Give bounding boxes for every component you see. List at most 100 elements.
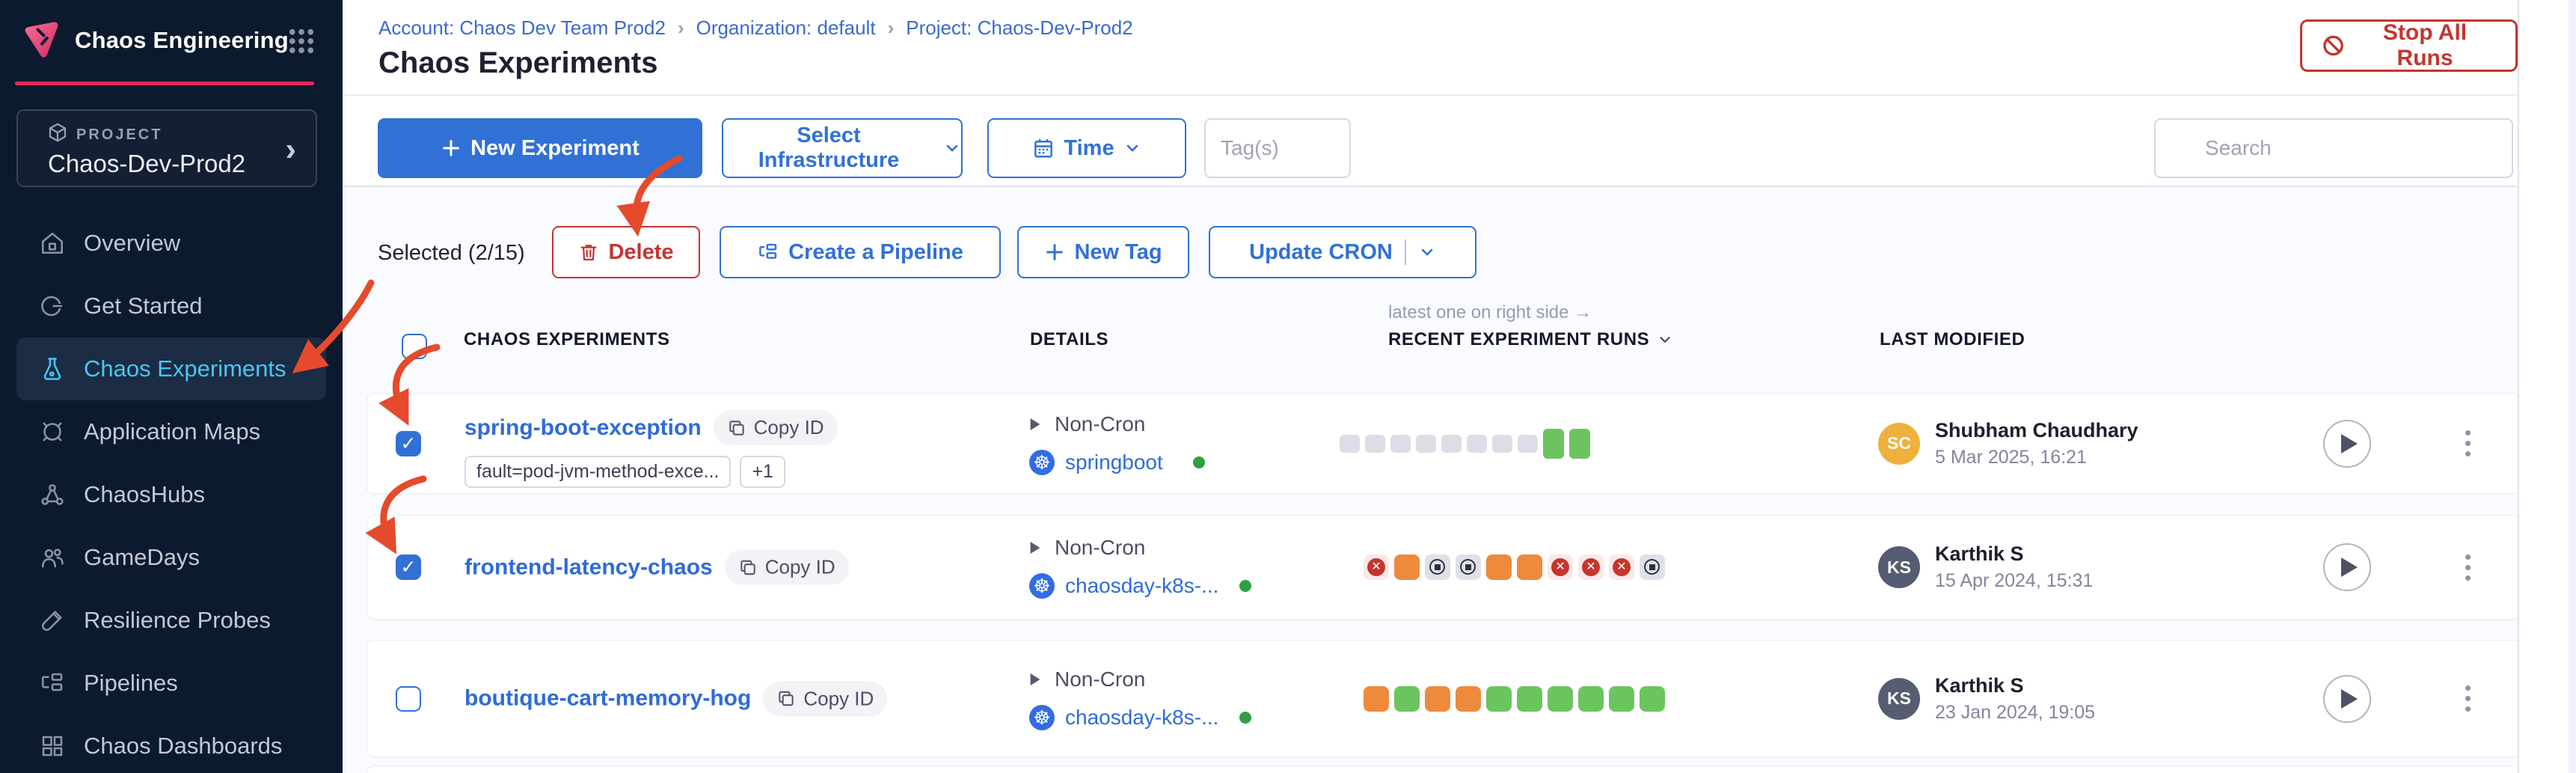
play-icon [2341,557,2358,577]
sidebar-item-pipelines[interactable]: Pipelines [0,652,343,715]
sidebar-item-chaos-dashboards[interactable]: Chaos Dashboards [0,715,343,773]
run-status-empty[interactable] [1365,434,1385,453]
last-modified-cell: KS Karthik S 15 Apr 2024, 15:31 [1878,543,2093,592]
resilience-probes-icon [39,607,66,634]
column-header-runs[interactable]: RECENT EXPERIMENT RUNS [1388,329,1673,350]
breadcrumb-separator: › [887,16,895,39]
brand-row: Chaos Engineering [0,0,343,78]
run-status-green[interactable] [1517,685,1542,712]
stop-all-runs-button[interactable]: Stop All Runs [2300,19,2518,72]
run-status-green[interactable] [1578,685,1604,712]
run-status-empty[interactable] [1492,434,1512,453]
experiment-name-link[interactable]: frontend-latency-chaos [464,554,713,579]
run-status-orange[interactable] [1364,685,1389,712]
breadcrumb-project-link[interactable]: Project: Chaos-Dev-Prod2 [906,16,1133,39]
plus-icon [1046,244,1064,260]
create-pipeline-button[interactable]: Create a Pipeline [720,226,1001,278]
copy-id-button[interactable]: Copy ID [713,410,838,445]
run-status-orange[interactable] [1394,554,1420,580]
run-status-green[interactable] [1486,685,1512,712]
run-status-green[interactable] [1394,685,1420,712]
new-tag-button[interactable]: New Tag [1017,226,1189,278]
row-menu-button[interactable] [2453,543,2483,591]
run-status-empty[interactable] [1467,434,1487,453]
run-status-empty[interactable] [1441,434,1462,453]
breadcrumb: Account: Chaos Dev Team Prod2 › Organiza… [378,16,1133,40]
run-status-stopped[interactable] [1640,554,1665,580]
run-experiment-button[interactable] [2323,543,2371,591]
project-selector[interactable]: PROJECT Chaos-Dev-Prod2 › [16,109,317,187]
run-status-green[interactable] [1609,685,1634,712]
infrastructure-link[interactable]: chaosday-k8s-... [1065,574,1219,597]
row-checkbox[interactable] [396,430,421,456]
dashboards-icon [39,733,66,760]
schedule-type: Non-Cron [1055,667,1146,691]
play-icon [2341,688,2358,709]
select-all-checkbox[interactable] [402,334,427,359]
chevron-down-icon [946,144,958,152]
select-infrastructure-dropdown[interactable]: Select Infrastructure [722,118,963,178]
infrastructure-link[interactable]: chaosday-k8s-... [1065,705,1219,729]
expand-icon[interactable] [1029,417,1041,432]
run-status-green[interactable] [1640,685,1665,712]
sidebar-item-application-maps[interactable]: Application Maps [0,400,343,463]
run-experiment-button[interactable] [2323,674,2371,723]
app-switcher-icon[interactable] [286,25,317,57]
run-experiment-button[interactable] [2323,419,2371,468]
tag-chip: fault=pod-jvm-method-exce... [464,456,732,488]
breadcrumb-org-link[interactable]: Organization: default [696,16,876,39]
chevron-right-icon: › [285,131,296,168]
run-status-empty[interactable] [1390,434,1411,453]
run-status-empty[interactable] [1518,434,1538,453]
run-status-green_tall[interactable] [1543,428,1564,459]
expand-icon[interactable] [1029,672,1041,687]
run-status-failed[interactable] [1578,554,1604,580]
update-cron-button[interactable]: Update CRON [1209,226,1476,278]
run-status-failed[interactable] [1364,554,1389,580]
infrastructure-link[interactable]: springboot [1065,450,1163,474]
run-status-green_tall[interactable] [1569,428,1590,459]
sidebar-item-overview[interactable]: Overview [0,212,343,275]
run-status-empty[interactable] [1416,434,1436,453]
run-status-empty[interactable] [1340,434,1360,453]
new-experiment-button[interactable]: New Experiment [378,118,702,178]
run-status-orange[interactable] [1517,554,1542,580]
sidebar-item-get-started[interactable]: Get Started [0,275,343,337]
sidebar-item-chaos-experiments[interactable]: Chaos Experiments [16,337,326,400]
row-checkbox[interactable] [396,554,421,580]
run-status-failed[interactable] [1609,554,1634,580]
row-menu-button[interactable] [2453,420,2483,468]
row-checkbox[interactable] [396,685,421,712]
copy-id-button[interactable]: Copy ID [763,681,888,716]
infra-status-dot [1239,580,1252,592]
recent-runs [1364,685,1708,712]
chaoshubs-icon [39,481,66,508]
row-menu-button[interactable] [2453,675,2483,723]
run-status-failed[interactable] [1548,554,1573,580]
run-status-orange[interactable] [1456,685,1481,712]
delete-button[interactable]: Delete [552,226,700,278]
run-status-orange[interactable] [1486,554,1512,580]
search-input[interactable] [2154,118,2513,178]
experiment-name-link[interactable]: spring-boot-exception [464,415,702,440]
experiment-row: spring-boot-exception Copy ID fault=pod-… [367,393,2521,494]
experiment-name-link[interactable]: boutique-cart-memory-hog [464,685,752,711]
breadcrumb-account-link[interactable]: Account: Chaos Dev Team Prod2 [378,16,666,39]
copy-id-button[interactable]: Copy ID [724,549,849,585]
run-status-orange[interactable] [1425,685,1450,712]
run-status-stopped[interactable] [1456,554,1481,580]
run-status-green[interactable] [1548,685,1573,712]
tag-more-chip[interactable]: +1 [740,456,785,488]
time-filter-dropdown[interactable]: Time [987,118,1186,178]
sidebar-item-gamedays[interactable]: GameDays [0,526,343,589]
run-status-stopped[interactable] [1425,554,1450,580]
copy-icon [729,420,744,436]
user-name: Karthik S [1935,673,2024,697]
schedule-type: Non-Cron [1055,536,1146,559]
scrollbar-track[interactable] [2569,0,2576,773]
expand-icon[interactable] [1029,540,1041,555]
sidebar-item-chaoshubs[interactable]: ChaosHubs [0,463,343,526]
kubernetes-icon: ☸ [1029,573,1055,599]
sidebar-item-resilience-probes[interactable]: Resilience Probes [0,589,343,652]
tags-filter-input[interactable] [1204,118,1351,178]
